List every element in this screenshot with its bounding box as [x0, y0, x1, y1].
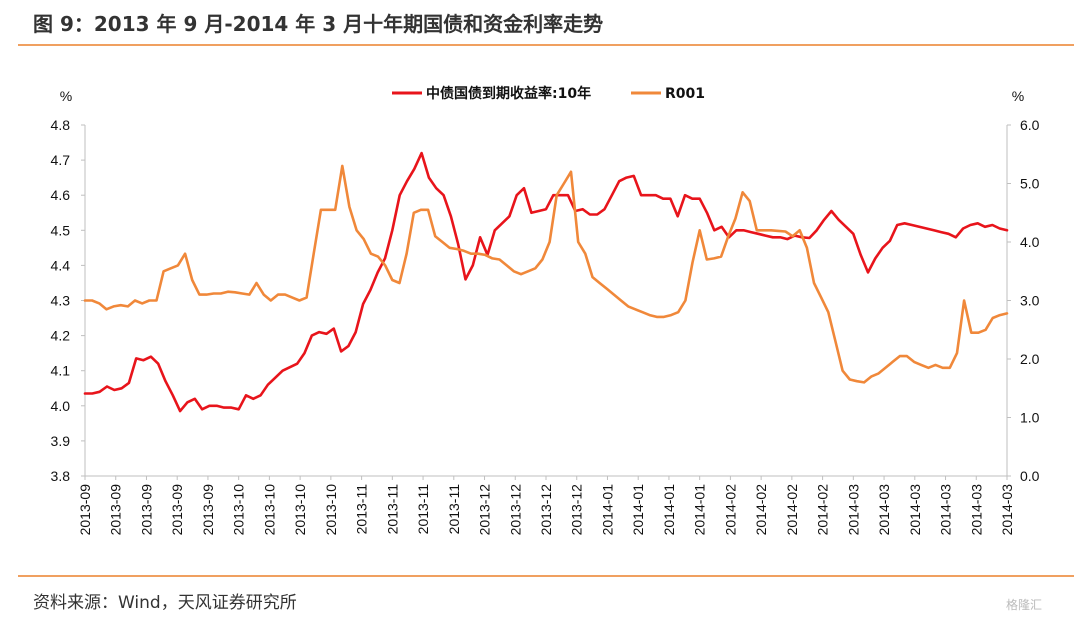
left-tick-label: 4.2: [51, 328, 71, 344]
left-tick-label: 3.8: [51, 468, 71, 484]
x-tick-label: 2014-02: [784, 484, 800, 536]
footer-divider: [18, 575, 1074, 577]
source-note: 资料来源：Wind，天风证券研究所: [33, 593, 297, 613]
right-tick-label: 4.0: [1020, 234, 1040, 250]
x-tick-label: 2014-03: [907, 484, 923, 536]
legend-label: R001: [665, 86, 705, 102]
x-tick-label: 2013-09: [200, 484, 216, 536]
x-tick-label: 2014-03: [999, 484, 1015, 536]
x-tick-label: 2013-09: [138, 484, 154, 536]
x-tick-label: 2013-12: [569, 484, 585, 536]
left-tick-label: 4.8: [51, 117, 71, 133]
left-tick-label: 3.9: [51, 433, 71, 449]
x-tick-label: 2013-10: [323, 484, 339, 536]
x-tick-label: 2013-10: [231, 484, 247, 536]
x-tick-label: 2014-02: [753, 484, 769, 536]
left-axis-unit: %: [60, 88, 72, 104]
left-tick-label: 4.6: [51, 187, 71, 203]
right-tick-label: 6.0: [1020, 117, 1040, 133]
x-tick-label: 2014-03: [938, 484, 954, 536]
x-tick-label: 2013-12: [477, 484, 493, 536]
x-tick-label: 2013-09: [108, 484, 124, 536]
x-tick-label: 2014-01: [661, 484, 677, 536]
x-tick-label: 2014-03: [968, 484, 984, 536]
x-tick-label: 2014-01: [599, 484, 615, 536]
watermark-logo: 格隆汇: [1006, 598, 1043, 612]
page-title: 图 9：2013 年 9 月-2014 年 3 月十年期国债和资金利率走势: [33, 12, 604, 36]
right-tick-label: 2.0: [1020, 351, 1040, 367]
x-tick-label: 2014-02: [722, 484, 738, 536]
x-tick-label: 2013-11: [354, 484, 370, 535]
bond-yield-series-line: [83, 151, 1009, 413]
left-tick-label: 4.7: [51, 152, 71, 168]
right-tick-label: 3.0: [1020, 293, 1040, 309]
left-tick-label: 4.1: [51, 363, 71, 379]
chart-legend: 中债国债到期收益率:10年 R001: [392, 85, 705, 102]
right-tick-label: 1.0: [1020, 410, 1040, 426]
x-tick-label: 2013-11: [384, 484, 400, 535]
x-tick-label: 2014-02: [815, 484, 831, 536]
x-tick-label: 2013-09: [169, 484, 185, 536]
chart-series: [83, 151, 1009, 413]
x-tick-label: 2013-10: [261, 484, 277, 536]
right-tick-label: 5.0: [1020, 176, 1040, 192]
x-tick-label: 2013-10: [292, 484, 308, 536]
x-tick-label: 2013-12: [538, 484, 554, 536]
yield-chart: 3.8 3.9 4.0 4.1 4.2 4.3 4.4 4.5 4.6 4.7 4.8% 0.0 1.0…: [51, 85, 1040, 535]
left-tick-label: 4.5: [51, 222, 71, 238]
x-tick-label: 2013-09: [77, 484, 93, 536]
r001-series-line: [83, 164, 1009, 384]
x-tick-label: 2014-03: [845, 484, 861, 536]
x-tick-label: 2013-12: [507, 484, 523, 536]
x-tick-label: 2014-01: [630, 484, 646, 536]
x-tick-label: 2014-03: [876, 484, 892, 536]
left-tick-label: 4.0: [51, 398, 71, 414]
left-tick-label: 4.3: [51, 293, 71, 309]
x-tick-label: 2013-11: [446, 484, 462, 535]
right-tick-label: 0.0: [1020, 468, 1040, 484]
x-tick-label: 2013-11: [415, 484, 431, 535]
x-tick-label: 2014-01: [692, 484, 708, 536]
title-divider: [18, 44, 1074, 46]
legend-label: 中债国债到期收益率:10年: [426, 85, 591, 102]
left-tick-label: 4.4: [51, 257, 71, 273]
chart-axes: 3.8 3.9 4.0 4.1 4.2 4.3 4.4 4.5 4.6 4.7 4.8% 0.0 1.0…: [51, 88, 1040, 535]
right-axis-unit: %: [1012, 88, 1024, 104]
